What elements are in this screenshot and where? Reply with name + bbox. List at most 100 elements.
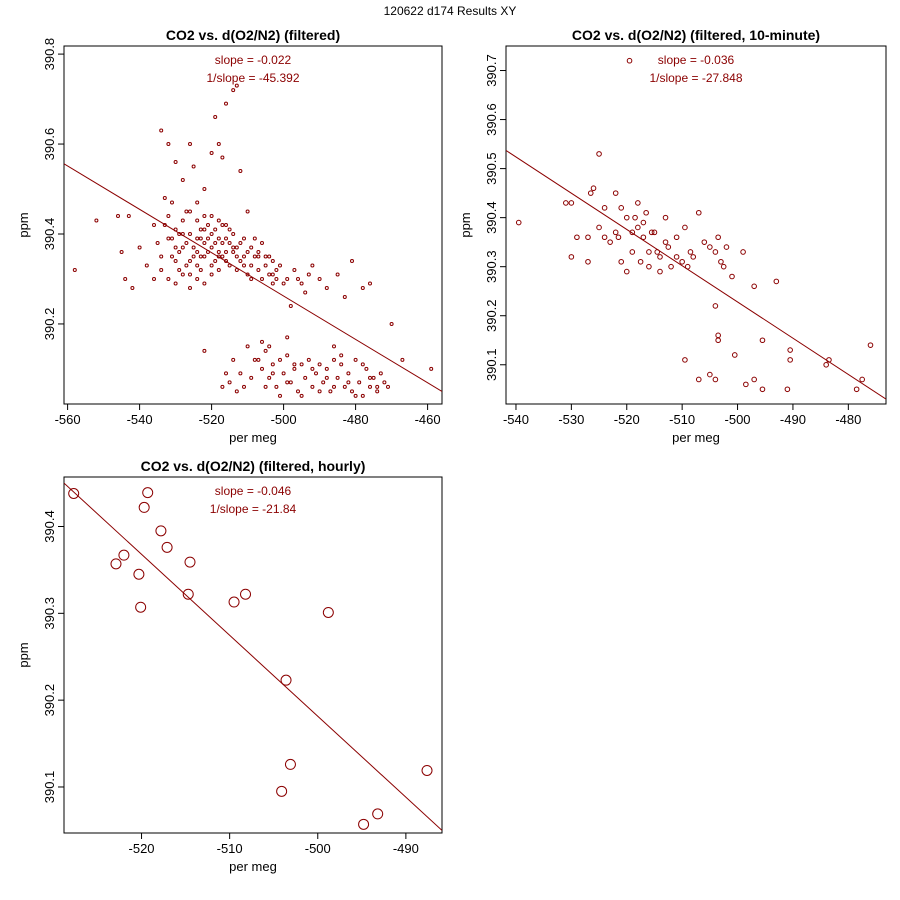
- data-point: [263, 348, 268, 353]
- chart-title: CO2 vs. d(O2/N2) (filtered): [166, 27, 340, 43]
- x-tick-label: -490: [780, 412, 806, 427]
- data-point: [759, 386, 766, 393]
- data-point: [238, 240, 243, 245]
- data-point: [360, 362, 365, 367]
- data-point: [159, 254, 164, 259]
- data-point: [718, 258, 724, 265]
- data-point: [662, 214, 669, 221]
- data-point: [177, 267, 182, 272]
- regression-line: [64, 482, 442, 831]
- data-point: [715, 234, 721, 241]
- data-point: [662, 239, 669, 245]
- y-tick-label: 390.4: [42, 218, 57, 251]
- data-point: [389, 321, 394, 326]
- data-point: [643, 209, 649, 216]
- data-point: [195, 263, 200, 268]
- data-point: [198, 254, 203, 259]
- data-point: [321, 380, 326, 385]
- data-point: [206, 249, 210, 254]
- data-point: [144, 263, 149, 268]
- data-point: [743, 381, 749, 388]
- data-point: [740, 249, 746, 255]
- data-point: [249, 245, 254, 250]
- data-point: [166, 276, 171, 281]
- chart-title: CO2 vs. d(O2/N2) (filtered, 10-minute): [572, 27, 820, 43]
- data-point: [364, 366, 369, 371]
- data-point: [188, 272, 192, 277]
- y-tick-label: 390.1: [484, 348, 499, 381]
- data-point: [637, 258, 644, 265]
- data-point: [142, 487, 154, 499]
- data-point: [184, 209, 189, 214]
- data-point: [213, 258, 218, 263]
- regression-line: [64, 163, 442, 392]
- data-point: [342, 384, 347, 389]
- data-point: [303, 290, 308, 295]
- slope-label: slope = -0.022: [215, 53, 292, 67]
- data-point: [632, 214, 638, 221]
- x-tick-label: -520: [614, 412, 640, 427]
- data-point: [281, 371, 286, 376]
- data-point: [859, 376, 865, 383]
- data-point: [568, 200, 575, 206]
- data-point: [177, 231, 182, 236]
- data-point: [690, 254, 697, 260]
- data-point: [346, 371, 351, 376]
- x-tick-label: -530: [558, 412, 584, 427]
- data-point: [640, 234, 647, 241]
- data-point: [574, 234, 580, 241]
- data-point: [72, 267, 77, 272]
- data-point: [166, 214, 171, 219]
- y-axis-label: ppm: [16, 642, 31, 667]
- data-point: [695, 376, 702, 383]
- data-point: [368, 384, 372, 389]
- data-point: [618, 258, 625, 265]
- data-point: [353, 393, 358, 398]
- data-point: [231, 357, 236, 362]
- data-point: [270, 362, 275, 367]
- data-point: [245, 209, 250, 214]
- data-point: [648, 229, 655, 236]
- data-point: [339, 353, 344, 358]
- data-point: [590, 185, 597, 192]
- data-point: [368, 375, 372, 380]
- data-point: [646, 249, 652, 255]
- data-point: [209, 245, 214, 250]
- data-point: [152, 223, 156, 227]
- data-point: [267, 375, 272, 380]
- data-point: [195, 276, 200, 281]
- data-point: [234, 83, 239, 88]
- data-point: [715, 332, 721, 339]
- data-point: [867, 342, 874, 348]
- data-point: [324, 366, 329, 371]
- data-point: [317, 362, 322, 367]
- x-tick-label: -460: [415, 412, 441, 427]
- data-point: [234, 389, 239, 394]
- data-point: [188, 231, 192, 236]
- data-point: [252, 236, 257, 241]
- data-point: [94, 218, 99, 223]
- data-point: [784, 386, 791, 393]
- data-point: [227, 263, 232, 268]
- data-point: [202, 187, 207, 192]
- data-point: [68, 487, 80, 499]
- chart-3: CO2 vs. d(O2/N2) (filtered, hourly) -520 -…: [16, 458, 443, 874]
- data-point: [299, 393, 304, 398]
- data-point: [585, 234, 591, 241]
- data-point: [751, 283, 757, 290]
- data-point: [310, 263, 315, 268]
- data-point: [626, 57, 633, 64]
- data-point: [110, 558, 122, 570]
- data-point: [751, 376, 757, 383]
- data-point: [238, 371, 243, 376]
- data-point: [280, 674, 292, 686]
- x-tick-label: -500: [271, 412, 297, 427]
- data-point: [278, 393, 282, 398]
- data-point: [170, 236, 174, 241]
- data-point: [679, 258, 685, 265]
- data-point: [234, 254, 239, 259]
- data-point: [284, 758, 296, 770]
- data-point: [623, 214, 630, 221]
- data-point: [231, 245, 236, 250]
- data-point: [357, 380, 362, 385]
